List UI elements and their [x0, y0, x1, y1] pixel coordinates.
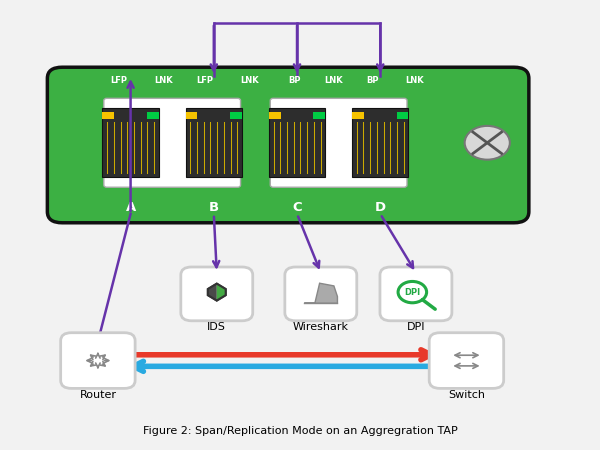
Polygon shape [217, 284, 226, 301]
Text: B: B [209, 201, 219, 214]
FancyBboxPatch shape [270, 99, 407, 187]
Text: BP: BP [366, 76, 379, 85]
Circle shape [398, 281, 427, 303]
Text: Switch: Switch [448, 390, 485, 400]
Text: C: C [292, 201, 302, 214]
Text: LNK: LNK [325, 76, 343, 85]
Bar [147, 112, 159, 119]
Text: D: D [374, 201, 386, 214]
Text: Figure 2: Span/Replication Mode on an Aggregration TAP: Figure 2: Span/Replication Mode on an Ag… [143, 426, 457, 436]
Text: LFP: LFP [110, 76, 127, 85]
Polygon shape [304, 283, 337, 303]
Bar [185, 112, 197, 119]
FancyBboxPatch shape [269, 108, 325, 177]
Bar [313, 112, 325, 119]
FancyBboxPatch shape [181, 267, 253, 321]
Bar [103, 112, 114, 119]
FancyBboxPatch shape [103, 108, 159, 177]
FancyBboxPatch shape [380, 267, 452, 321]
Text: Wireshark: Wireshark [293, 322, 349, 332]
Polygon shape [208, 284, 217, 301]
Text: LNK: LNK [240, 76, 259, 85]
FancyBboxPatch shape [104, 99, 241, 187]
Text: DPI: DPI [407, 322, 425, 332]
Text: LNK: LNK [405, 76, 424, 85]
Text: LNK: LNK [154, 76, 173, 85]
Bar [352, 112, 364, 119]
Circle shape [464, 126, 510, 160]
Bar [269, 112, 281, 119]
FancyBboxPatch shape [47, 67, 529, 223]
Text: BP: BP [288, 76, 301, 85]
Text: LFP: LFP [196, 76, 214, 85]
Bar [397, 112, 409, 119]
FancyBboxPatch shape [285, 267, 357, 321]
Text: DPI: DPI [404, 288, 421, 297]
Bar [230, 112, 242, 119]
FancyBboxPatch shape [185, 108, 242, 177]
Text: A: A [125, 201, 136, 214]
FancyBboxPatch shape [61, 333, 135, 388]
Text: Router: Router [79, 390, 116, 400]
FancyBboxPatch shape [429, 333, 503, 388]
Polygon shape [208, 284, 226, 301]
FancyBboxPatch shape [352, 108, 409, 177]
Text: IDS: IDS [208, 322, 226, 332]
